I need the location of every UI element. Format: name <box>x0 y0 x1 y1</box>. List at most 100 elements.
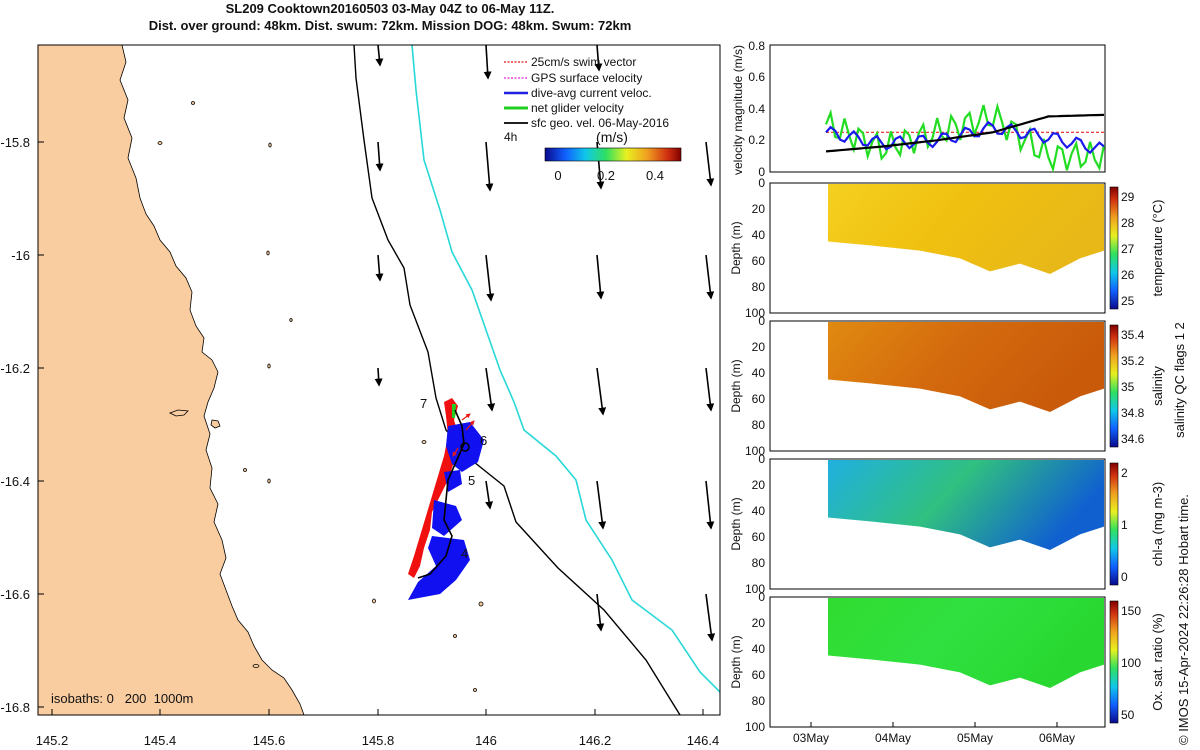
section-ylabel: Depth (m) <box>729 221 743 274</box>
depth-tick: 20 <box>752 340 766 354</box>
svg-text:0.6: 0.6 <box>748 70 765 84</box>
depth-tick: 40 <box>752 366 766 380</box>
lon-tick: 145.8 <box>362 733 395 748</box>
colorbar-tick: 27 <box>1121 242 1135 256</box>
velocity-yticks: 0 0.2 0.4 0.6 0.8 <box>748 39 765 179</box>
section-ylabel: Depth (m) <box>729 635 743 688</box>
islands <box>157 101 484 692</box>
colorbar-tick: 34.6 <box>1121 432 1145 446</box>
isobath-1000m <box>411 45 720 693</box>
depth-tick: 100 <box>745 306 765 320</box>
velocity-series-black <box>825 113 1105 153</box>
lon-tick: 145.2 <box>36 733 69 748</box>
velocity-panel: 0 0.2 0.4 0.6 0.8 velocity magnitude (m/… <box>731 39 1106 179</box>
lat-tick: -16.8 <box>0 700 30 715</box>
colorbar-tick: 26 <box>1121 268 1135 282</box>
map-tick-marks <box>38 141 704 715</box>
map-lat-ticks: -15.8 -16 -16.2 -16.4 -16.6 -16.8 <box>0 135 30 715</box>
depth-tick: 40 <box>752 504 766 518</box>
section-colorbar <box>1109 600 1119 724</box>
depth-tick: 0 <box>758 590 765 604</box>
colorbar-tick: 29 <box>1121 190 1135 204</box>
section-data-fill <box>828 322 1104 412</box>
colorbar-title: (m/s) <box>596 129 628 145</box>
isobath-200m <box>353 45 681 715</box>
map-area: 7 6 5 4 isobaths: 0 200 1000m <box>38 45 720 715</box>
colorbar-tick: 35.2 <box>1121 354 1145 368</box>
depth-tick: 40 <box>752 228 766 242</box>
lon-tick: 146.2 <box>579 733 612 748</box>
day-label-7: 7 <box>420 396 427 411</box>
colorbar-tick: 1 <box>1121 518 1128 532</box>
lat-tick: -16.4 <box>0 474 30 489</box>
colorbar-tick: 100 <box>1121 656 1141 670</box>
depth-tick: 0 <box>758 314 765 328</box>
map-frame <box>37 44 721 716</box>
lat-tick: -16.6 <box>0 587 30 602</box>
depth-tick: 80 <box>752 556 766 570</box>
section-colorbar-label: temperature (°C) <box>1150 200 1165 297</box>
lon-tick: 145.4 <box>144 733 177 748</box>
colorbar-tick: 35 <box>1121 380 1135 394</box>
time-tick-marks <box>810 722 1058 727</box>
section-colorbar-label: salinity <box>1150 366 1165 406</box>
svg-text:0: 0 <box>758 165 765 179</box>
depth-tick: 80 <box>752 418 766 432</box>
svg-text:0.8: 0.8 <box>748 39 765 53</box>
section-ylabel: Depth (m) <box>729 497 743 550</box>
salinity-qc-label: salinity QC flags 1 2 <box>1172 322 1187 438</box>
velocity-ylabel: velocity magnitude (m/s) <box>731 45 745 175</box>
colorbar-tick: 0 <box>554 168 561 183</box>
section-ylabel: Depth (m) <box>729 359 743 412</box>
section-panel-1: 0 20 40 60 80 100 Depth (m) 29 28 27 26 25 temperatu… <box>729 176 1165 320</box>
depth-tick: 40 <box>752 642 766 656</box>
lat-tick: -16.2 <box>0 361 30 376</box>
colorbar-tick: 0.2 <box>597 168 615 183</box>
map-legend: 25cm/s swim vector GPS surface velocity … <box>504 55 682 183</box>
section-data-fill <box>828 598 1104 688</box>
colorbar-tick: 0 <box>1121 570 1128 584</box>
colorbar-tick: 28 <box>1121 216 1135 230</box>
depth-tick: 20 <box>752 478 766 492</box>
section-colorbar <box>1109 186 1119 310</box>
svg-text:0.4: 0.4 <box>748 102 765 116</box>
legend-item-gps: GPS surface velocity <box>504 71 642 85</box>
colorbar-tick: 0.4 <box>646 168 664 183</box>
depth-tick: 60 <box>752 530 766 544</box>
section-data-fill <box>828 184 1104 274</box>
legend-item-sfc: sfc geo. vel. 06-May-2016 <box>504 116 669 130</box>
lon-tick: 146 <box>475 733 497 748</box>
day-label-5: 5 <box>468 473 475 488</box>
time-tick: 04May <box>875 731 911 745</box>
colorbar-tick: 34.8 <box>1121 406 1145 420</box>
svg-text:0.2: 0.2 <box>748 133 765 147</box>
section-data-fill <box>828 460 1104 550</box>
svg-text:GPS surface velocity: GPS surface velocity <box>531 71 642 85</box>
legend-item-net: net glider velocity <box>504 101 624 115</box>
speed-colorbar <box>544 147 682 162</box>
depth-tick: 100 <box>745 720 765 734</box>
colorbar-tick: 50 <box>1121 708 1135 722</box>
depth-tick: 100 <box>745 444 765 458</box>
depth-tick: 0 <box>758 176 765 190</box>
section-panel-4: 0 20 40 60 80 100 Depth (m) 150 100 50 Ox. sat. ra… <box>729 590 1165 734</box>
depth-tick: 60 <box>752 254 766 268</box>
velocity-series-blue <box>825 120 1105 155</box>
depth-tick: 100 <box>745 582 765 596</box>
section-colorbar-label: Ox. sat. ratio (%) <box>1150 613 1165 711</box>
velocity-series-green <box>824 102 1106 174</box>
depth-tick: 20 <box>752 616 766 630</box>
section-colorbar <box>1109 324 1119 448</box>
day-label-6: 6 <box>480 433 487 448</box>
time-axis: 03May 04May 05May 06May <box>793 731 1075 745</box>
title-line-2: Dist. over ground: 48km. Dist. swum: 72k… <box>148 18 632 33</box>
section-panel-3: 0 20 40 60 80 100 Depth (m) 2 1 0 chl-a (mg m-3) <box>729 452 1165 596</box>
legend-item-swim: 25cm/s swim vector <box>504 55 636 69</box>
svg-text:net glider velocity: net glider velocity <box>531 101 624 115</box>
depth-tick: 60 <box>752 392 766 406</box>
lat-tick: -15.8 <box>0 135 30 150</box>
colorbar-tick: 35.4 <box>1121 328 1145 342</box>
map-lon-ticks: 145.2 145.4 145.6 145.8 146 146.2 146.4 <box>36 733 720 748</box>
lat-tick: -16 <box>11 248 30 263</box>
